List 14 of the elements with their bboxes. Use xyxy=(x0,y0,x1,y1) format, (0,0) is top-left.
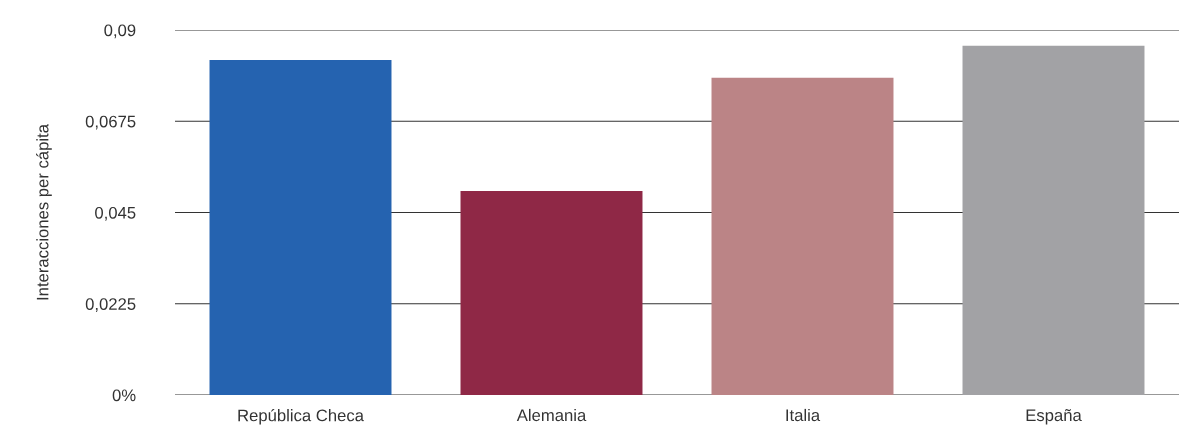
y-tick-label: 0,045 xyxy=(95,206,136,221)
y-tick-label: 0% xyxy=(112,389,136,402)
x-tick-label: España xyxy=(1026,409,1082,425)
bar xyxy=(209,60,392,395)
y-tick-label: 0,09 xyxy=(104,24,136,39)
y-axis-title: Interacciones per cápita xyxy=(36,124,52,300)
x-tick-label: Alemania xyxy=(516,408,587,422)
x-tick-label: Italia xyxy=(786,408,821,422)
y-tick-label: 0,0225 xyxy=(85,298,136,312)
bar xyxy=(962,45,1145,395)
bar xyxy=(460,191,643,395)
y-tick-label: 0,0675 xyxy=(85,115,136,130)
x-tick-label: República Checa xyxy=(238,408,364,425)
bar xyxy=(711,77,894,395)
